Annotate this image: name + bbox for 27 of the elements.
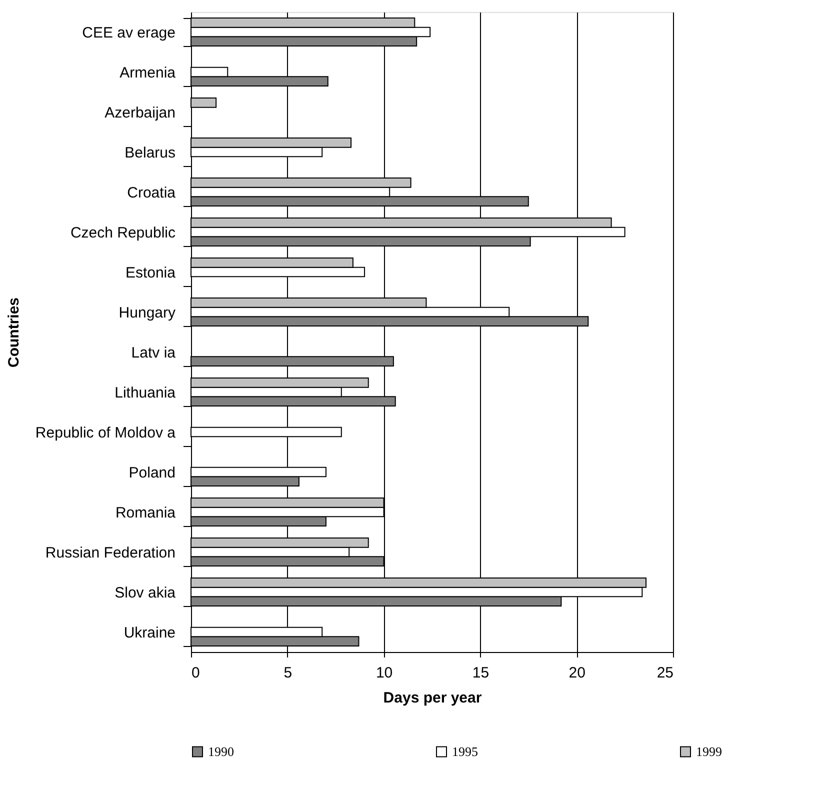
y-tick-label: Ukraine	[124, 624, 176, 642]
y-tick-label: Czech Republic	[70, 224, 176, 242]
y-tick-label: Croatia	[127, 184, 176, 202]
y-tick-label: Estonia	[125, 264, 176, 282]
y-tick-label: Latv ia	[131, 344, 176, 362]
x-tick-label: 5	[284, 664, 292, 682]
y-tick-label: Romania	[115, 504, 176, 522]
x-tick-label: 15	[472, 664, 490, 682]
x-axis-title: Days per year	[383, 690, 482, 706]
y-tick-label: Azerbaijan	[104, 104, 176, 122]
y-tick-label: Belarus	[124, 144, 176, 162]
legend-label: 1999	[696, 744, 722, 759]
y-tick-label: CEE av erage	[82, 24, 176, 42]
y-tick-label: Lithuania	[114, 384, 176, 402]
y-tick-label: Hungary	[118, 304, 176, 322]
y-tick-label: Russian Federation	[45, 544, 176, 562]
x-tick-label: 10	[376, 664, 393, 682]
legend-label: 1995	[452, 744, 478, 759]
y-tick-label: Slov akia	[114, 584, 176, 602]
x-tick-label: 20	[568, 664, 586, 682]
y-tick-label: Poland	[128, 464, 176, 482]
legend-label: 1990	[208, 744, 234, 759]
x-tick-label: 0	[192, 664, 200, 682]
y-tick-label: Armenia	[120, 64, 176, 82]
y-tick-label: Republic of Moldov a	[35, 424, 176, 442]
x-tick-label: 25	[656, 664, 674, 682]
y-axis-title: Countries	[5, 297, 22, 368]
